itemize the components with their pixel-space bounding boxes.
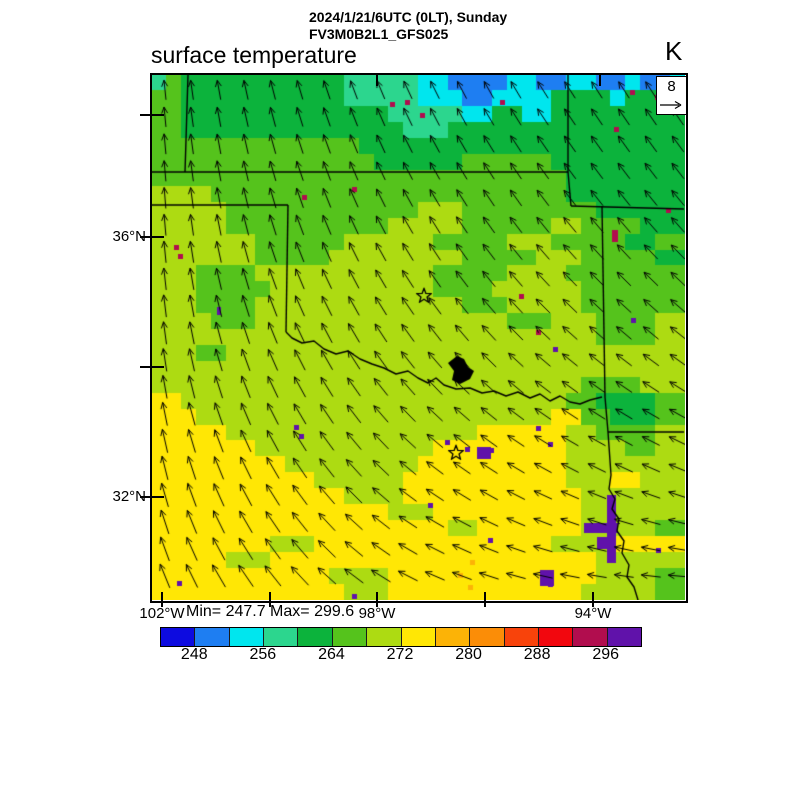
lon-tick-top <box>376 75 378 86</box>
variable-label: surface temperature <box>151 42 357 68</box>
colorbar-segment <box>607 628 642 646</box>
lon-label-94w: 94°W <box>574 605 612 622</box>
lon-tick <box>376 592 378 607</box>
lon-tick <box>161 592 163 607</box>
lat-label-32n: 32°N <box>112 488 146 505</box>
colorbar-segment <box>298 628 333 646</box>
lon-tick-top <box>599 75 601 86</box>
plot-title-datetime: 2024/1/21/6UTC (0LT), Sunday <box>309 9 508 25</box>
colorbar-segment <box>435 628 471 646</box>
lat-tick <box>140 236 164 238</box>
units-label: K <box>665 36 683 66</box>
colorbar <box>160 627 642 647</box>
colorbar-tick-label: 256 <box>249 646 277 663</box>
colorbar-tick-label: 272 <box>386 646 414 663</box>
temperature-map-canvas <box>152 75 685 600</box>
colorbar-segment <box>195 628 230 646</box>
lon-tick <box>592 592 594 607</box>
colorbar-tick-label: 264 <box>318 646 345 663</box>
colorbar-segment <box>332 628 368 646</box>
colorbar-tick-label: 296 <box>592 646 620 663</box>
colorbar-segment <box>538 628 574 646</box>
colorbar-tick-label: 280 <box>455 646 482 663</box>
colorbar-segment <box>161 628 196 646</box>
colorbar-segment <box>573 628 608 646</box>
colorbar-segment <box>401 628 436 646</box>
wind-reference-value: 8 <box>667 78 676 95</box>
lat-tick <box>140 114 164 116</box>
lat-tick <box>140 496 164 498</box>
lat-label-36n: 36°N <box>112 228 146 245</box>
right-arrow-icon <box>660 100 682 110</box>
plot-title-model: FV3M0B2L1_GFS025 <box>309 26 449 42</box>
colorbar-segment <box>367 628 402 646</box>
lon-tick <box>484 592 486 607</box>
colorbar-tick-label: 288 <box>523 646 551 663</box>
colorbar-segment <box>229 628 265 646</box>
lat-tick <box>140 366 164 368</box>
minmax-stats: Min= 247.7 Max= 299.6 <box>186 603 355 620</box>
lon-label-98w: 98°W <box>358 605 396 622</box>
lon-tick <box>269 592 271 607</box>
wind-reference-box: 8 <box>656 76 687 115</box>
colorbar-segment <box>504 628 539 646</box>
colorbar-segment <box>264 628 299 646</box>
colorbar-segment <box>470 628 505 646</box>
lon-label-102w: 102°W <box>139 605 185 622</box>
colorbar-tick-label: 248 <box>180 646 208 663</box>
